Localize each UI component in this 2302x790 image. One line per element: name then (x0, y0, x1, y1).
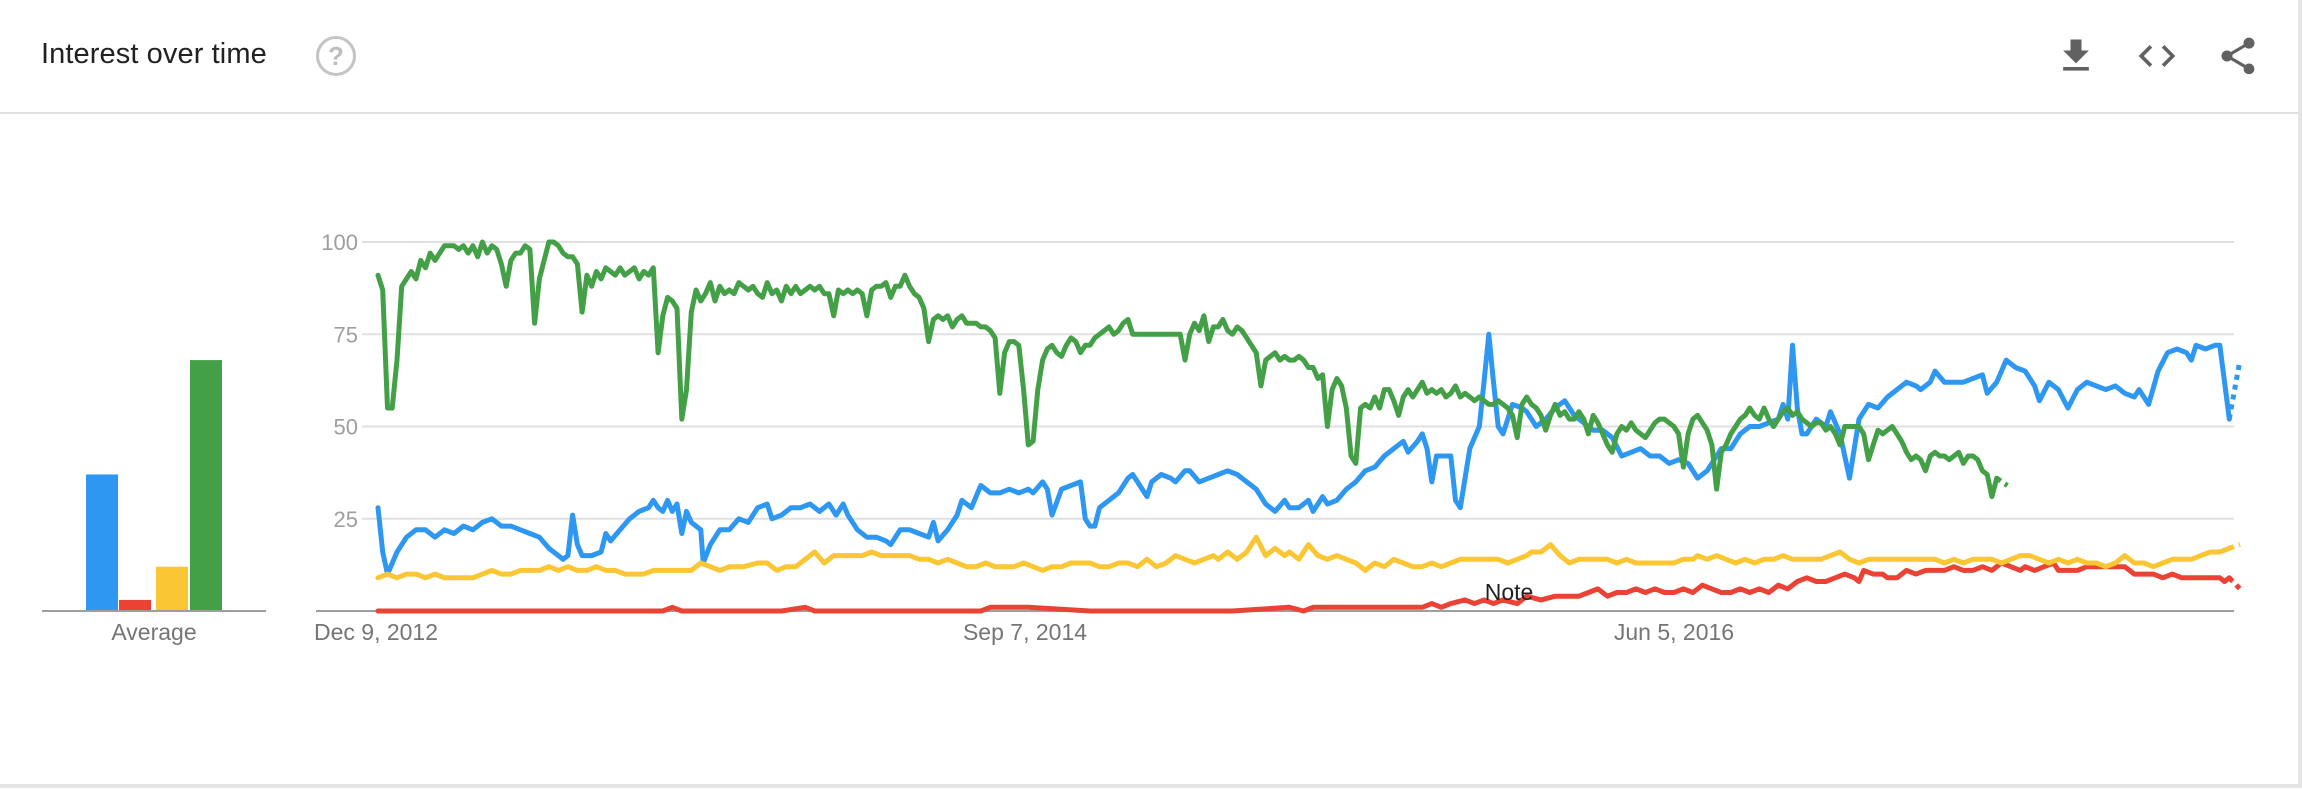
average-bar[interactable] (86, 474, 118, 611)
average-bar[interactable] (119, 599, 151, 611)
card-header: Interest over time ? (0, 0, 2298, 114)
y-tick-label: 100 (321, 230, 358, 255)
y-tick-label: 25 (334, 507, 358, 532)
y-tick-label: 75 (334, 322, 358, 347)
embed-code-icon[interactable] (2135, 34, 2179, 78)
series-line[interactable] (375, 534, 2232, 581)
average-bar[interactable] (190, 360, 222, 611)
series-partial-tail (2227, 576, 2242, 591)
note-annotation[interactable]: Note (1485, 579, 1534, 605)
series-lines (375, 239, 2243, 614)
x-tick-labels: Dec 9, 2012 Sep 7, 2014 Jun 5, 2016 (314, 619, 1734, 645)
series-line[interactable] (375, 560, 2232, 614)
gridlines (362, 241, 2234, 520)
series-line[interactable] (375, 331, 2232, 577)
x-tick-label: Sep 7, 2014 (963, 619, 1087, 645)
card-title: Interest over time (41, 38, 267, 70)
x-tick-label: Jun 5, 2016 (1614, 619, 1734, 645)
share-icon[interactable] (2216, 34, 2260, 78)
series-partial-tail (2226, 359, 2243, 420)
average-bar[interactable] (156, 566, 188, 611)
download-icon[interactable] (2054, 34, 2098, 78)
x-tick-label: Dec 9, 2012 (314, 619, 438, 645)
series-partial-tail (1995, 476, 2009, 488)
series-line[interactable] (375, 239, 2000, 500)
series-partial-tail (2228, 542, 2241, 551)
average-label: Average (111, 619, 196, 645)
y-tick-labels: 25 50 75 100 (321, 230, 358, 532)
help-circle-icon[interactable]: ? (316, 36, 356, 76)
average-bars (86, 360, 222, 611)
y-tick-label: 50 (334, 415, 358, 440)
